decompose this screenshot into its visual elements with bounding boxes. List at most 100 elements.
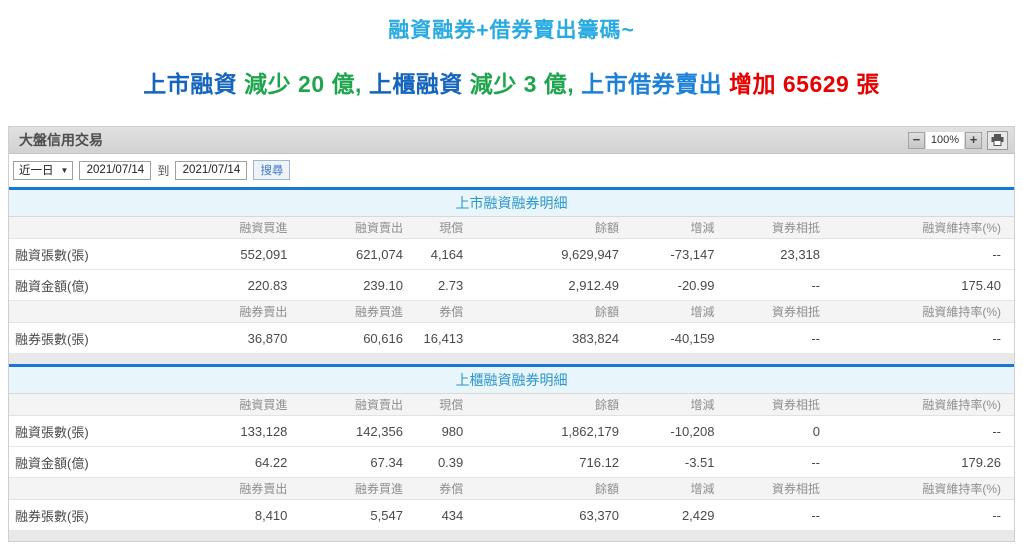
cell-value: 552,091	[149, 238, 296, 270]
cell-value: 133,128	[149, 415, 296, 447]
cell-value: 16,413	[410, 322, 472, 354]
col-header: 融資維持率(%)	[828, 216, 1014, 239]
range-select-value: 近一日	[19, 165, 54, 177]
cell-value: 63,370	[471, 499, 628, 531]
col-header: 融資維持率(%)	[828, 477, 1014, 500]
col-header: 增減	[627, 300, 723, 323]
cell-value: 220.83	[149, 269, 296, 301]
cell-value: -10,208	[627, 415, 723, 447]
print-button[interactable]	[987, 130, 1008, 150]
col-header: 餘額	[471, 216, 628, 239]
chevron-down-icon: ▼	[60, 165, 69, 175]
margin-trading-panel: 大盤信用交易 − 100% + 近一日 ▼ 到 搜尋 上市融資融券明細	[8, 126, 1015, 542]
col-header: 資券相抵	[722, 477, 829, 500]
row-label: 融券張數(張)	[9, 322, 150, 354]
cell-value: 4,164	[410, 238, 472, 270]
cell-value: 2,429	[627, 499, 723, 531]
cell-value: --	[722, 446, 829, 478]
row-label: 融資張數(張)	[9, 238, 150, 270]
summary-headline: 上市融資 減少 20 億, 上櫃融資 減少 3 億, 上市借券賣出 增加 656…	[0, 65, 1023, 99]
col-header: 餘額	[471, 393, 628, 416]
cell-value: --	[828, 499, 1014, 531]
date-to-input[interactable]	[175, 160, 248, 180]
col-header: 增減	[627, 216, 723, 239]
col-header: 融資買進	[149, 393, 296, 416]
cell-value: 0.39	[410, 446, 472, 478]
zoom-out-button[interactable]: −	[907, 131, 925, 149]
cell-value: 9,629,947	[471, 238, 628, 270]
section-divider	[9, 187, 1014, 190]
col-header: 融資賣出	[295, 393, 411, 416]
cell-value: 621,074	[295, 238, 411, 270]
cell-value: -20.99	[627, 269, 723, 301]
cell-value: 23,318	[722, 238, 829, 270]
cell-value: --	[828, 322, 1014, 354]
col-header	[9, 393, 150, 416]
cell-value: 434	[410, 499, 472, 531]
cell-value: --	[722, 322, 829, 354]
zoom-level: 100%	[925, 131, 964, 149]
cell-value: --	[722, 499, 829, 531]
headline-segment-decrease-20: 減少 20 億,	[244, 71, 369, 97]
cell-value: --	[828, 238, 1014, 270]
margin-header-row: 融資買進 融資賣出 現償 餘額 增減 資券相抵 融資維持率(%)	[9, 393, 1014, 416]
cell-value: 239.10	[295, 269, 411, 301]
col-header	[9, 300, 150, 323]
panel-title: 大盤信用交易	[19, 132, 103, 148]
row-label: 融資金額(億)	[9, 269, 150, 301]
search-button[interactable]: 搜尋	[253, 160, 291, 180]
table-row: 融資金額(億) 64.22 67.34 0.39 716.12 -3.51 --…	[9, 446, 1014, 478]
cell-value: 716.12	[471, 446, 628, 478]
cell-value: 60,616	[295, 322, 411, 354]
headline-segment-otc-margin: 上櫃融資	[368, 71, 470, 97]
range-select[interactable]: 近一日 ▼	[13, 160, 74, 180]
col-header: 融資賣出	[295, 216, 411, 239]
col-header: 餘額	[471, 300, 628, 323]
table-row: 融資張數(張) 552,091 621,074 4,164 9,629,947 …	[9, 238, 1014, 270]
col-header: 券償	[410, 477, 472, 500]
headline-segment-decrease-3: 減少 3 億,	[469, 71, 582, 97]
zoom-in-button[interactable]: +	[965, 131, 982, 149]
cell-value: 1,862,179	[471, 415, 628, 447]
cell-value: 36,870	[149, 322, 296, 354]
cell-value: 5,547	[295, 499, 411, 531]
filter-row: 近一日 ▼ 到 搜尋	[9, 154, 1014, 187]
short-header-row: 融券賣出 融券買進 券償 餘額 增減 資券相抵 融資維持率(%)	[9, 477, 1014, 500]
section-divider	[9, 364, 1014, 367]
col-header: 現償	[410, 216, 472, 239]
to-label: 到	[157, 163, 170, 178]
table-row: 融券張數(張) 8,410 5,547 434 63,370 2,429 -- …	[9, 499, 1014, 531]
cell-value: 175.40	[828, 269, 1014, 301]
col-header: 融券賣出	[149, 300, 296, 323]
twse-margin-section: 上市融資融券明細 融資買進 融資賣出 現償 餘額 增減 資券相抵 融資維持率(%…	[9, 187, 1014, 354]
col-header: 資券相抵	[722, 393, 829, 416]
otc-table-title: 上櫃融資融券明細	[9, 367, 1014, 393]
col-header: 增減	[627, 393, 723, 416]
cell-value: -40,159	[627, 322, 723, 354]
table-row: 融券張數(張) 36,870 60,616 16,413 383,824 -40…	[9, 322, 1014, 354]
date-from-input[interactable]	[79, 160, 152, 180]
headline-segment-twse-margin: 上市融資	[143, 71, 245, 97]
cell-value: 8,410	[149, 499, 296, 531]
cell-value: 2.73	[410, 269, 472, 301]
row-label: 融資張數(張)	[9, 415, 150, 447]
page-title: 融資融券+借券賣出籌碼~	[388, 19, 635, 42]
short-header-row: 融券賣出 融券買進 券償 餘額 增減 資券相抵 融資維持率(%)	[9, 300, 1014, 323]
otc-margin-section: 上櫃融資融券明細 融資買進 融資賣出 現償 餘額 增減 資券相抵 融資維持率(%…	[9, 364, 1014, 531]
twse-table-title: 上市融資融券明細	[9, 190, 1014, 216]
section-gap	[9, 354, 1014, 364]
col-header: 融券賣出	[149, 477, 296, 500]
col-header: 融資維持率(%)	[828, 393, 1014, 416]
cell-value: --	[722, 269, 829, 301]
col-header: 融資維持率(%)	[828, 300, 1014, 323]
panel-bottom-gap	[9, 531, 1014, 541]
table-row: 融資金額(億) 220.83 239.10 2.73 2,912.49 -20.…	[9, 269, 1014, 301]
panel-header: 大盤信用交易 − 100% +	[9, 127, 1014, 154]
col-header: 增減	[627, 477, 723, 500]
headline-segment-twse-short-sell: 上市借券賣出	[581, 71, 729, 97]
cell-value: 980	[410, 415, 472, 447]
otc-margin-table: 融資買進 融資賣出 現償 餘額 增減 資券相抵 融資維持率(%) 融資張數(張)…	[9, 393, 1014, 531]
margin-header-row: 融資買進 融資賣出 現償 餘額 增減 資券相抵 融資維持率(%)	[9, 216, 1014, 239]
cell-value: 142,356	[295, 415, 411, 447]
col-header: 資券相抵	[722, 300, 829, 323]
